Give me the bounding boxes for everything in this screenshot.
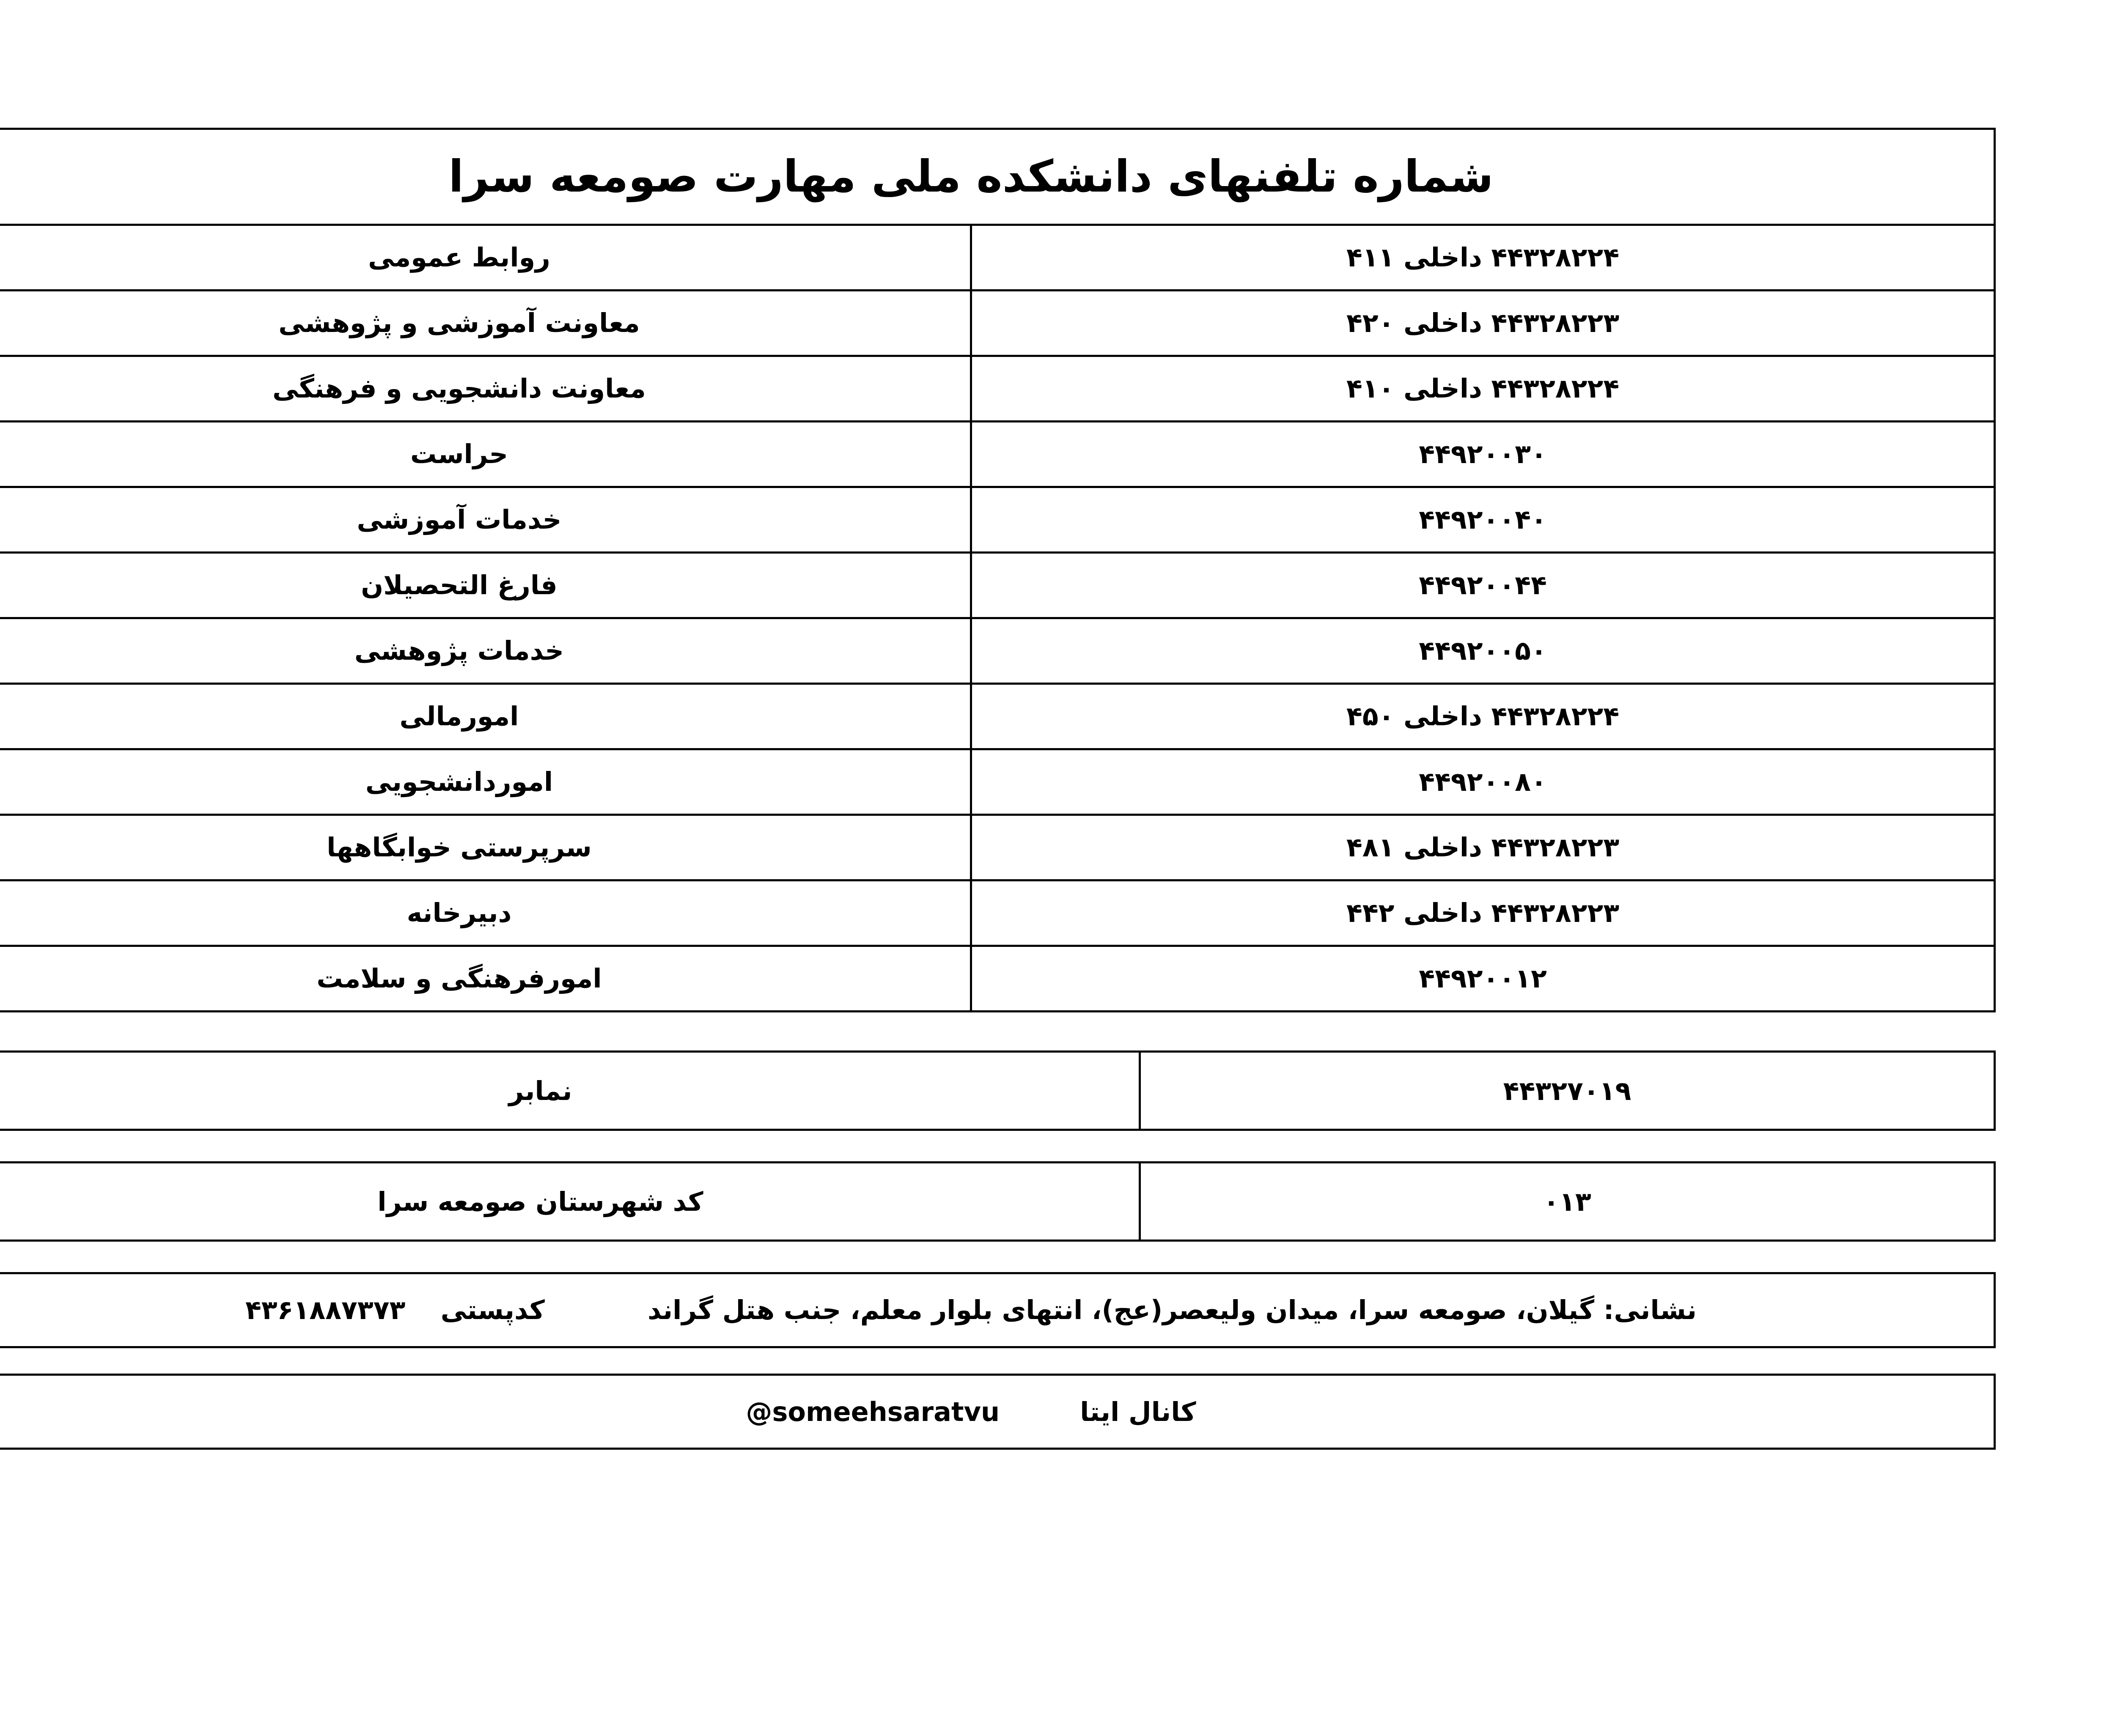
table-row: ۴۴۹۲۰۰۵۰ خدمات پژوهشی — [0, 617, 1996, 685]
unit-label-cultural-health-affairs: امورفرهنگی و سلامت — [0, 945, 972, 1012]
area-code-table: ۰۱۳ کد شهرستان صومعه سرا — [0, 1161, 1996, 1242]
unit-label-financial-affairs: امورمالی — [0, 683, 972, 750]
phone-value-public-relations: ۴۴۳۲۸۲۲۴ داخلی ۴۱۱ — [970, 224, 1996, 291]
address-text: نشانی: گیلان، صومعه سرا، میدان ولیعصر(عج… — [648, 1294, 1697, 1325]
unit-label-student-affairs: اموردانشجویی — [0, 748, 972, 816]
unit-label-education-research-deputy: معاونت آموزشی و پژوهشی — [0, 289, 972, 357]
channel-label: کانال ایتا — [1080, 1396, 1196, 1427]
postal-code-label: کدپستی — [440, 1294, 545, 1325]
phone-value-cultural-health-affairs: ۴۴۹۲۰۰۱۲ — [970, 945, 1996, 1012]
area-code-value: ۰۱۳ — [1139, 1161, 1996, 1242]
address-table: نشانی: گیلان، صومعه سرا، میدان ولیعصر(عج… — [0, 1272, 1996, 1348]
phone-value-educational-services: ۴۴۹۲۰۰۴۰ — [970, 486, 1996, 554]
table-row: نشانی: گیلان، صومعه سرا، میدان ولیعصر(عج… — [0, 1272, 1996, 1348]
section-gap — [0, 1012, 1996, 1050]
unit-label-research-services: خدمات پژوهشی — [0, 617, 972, 685]
phone-value-security: ۴۴۹۲۰۰۳۰ — [970, 420, 1996, 488]
table-row: ۴۴۹۲۰۰۳۰ حراست — [0, 420, 1996, 488]
section-gap — [0, 1348, 1996, 1374]
table-row: ۴۴۹۲۰۰۴۰ خدمات آموزشی — [0, 486, 1996, 554]
address-cell: نشانی: گیلان، صومعه سرا، میدان ولیعصر(عج… — [0, 1272, 1996, 1348]
phone-value-student-affairs: ۴۴۹۲۰۰۸۰ — [970, 748, 1996, 816]
section-gap — [0, 1131, 1996, 1161]
table-row: ۴۴۳۲۸۲۲۳ داخلی ۴۲۰ معاونت آموزشی و پژوهش… — [0, 289, 1996, 357]
phone-value-financial-affairs: ۴۴۳۲۸۲۲۴ داخلی ۴۵۰ — [970, 683, 1996, 750]
unit-label-public-relations: روابط عمومی — [0, 224, 972, 291]
phone-value-student-cultural-deputy: ۴۴۳۲۸۲۲۴ داخلی ۴۱۰ — [970, 355, 1996, 422]
table-row: ۴۴۳۲۸۲۲۴ داخلی ۴۱۰ معاونت دانشجویی و فره… — [0, 355, 1996, 422]
fax-label: نمابر — [0, 1050, 1141, 1131]
channel-table: کانال ایتا @someehsaratvu — [0, 1374, 1996, 1450]
eitaa-channel-handle[interactable]: @someehsaratvu — [746, 1396, 1000, 1427]
unit-label-student-cultural-deputy: معاونت دانشجویی و فرهنگی — [0, 355, 972, 422]
channel-cell: کانال ایتا @someehsaratvu — [0, 1374, 1996, 1450]
main-directory-table: شماره تلفنهای دانشکده ملی مهارت صومعه سر… — [0, 128, 1996, 1012]
table-row: کانال ایتا @someehsaratvu — [0, 1374, 1996, 1450]
title-row: شماره تلفنهای دانشکده ملی مهارت صومعه سر… — [0, 128, 1996, 226]
table-row: ۴۴۳۲۸۲۲۴ داخلی ۴۵۰ امورمالی — [0, 683, 1996, 750]
postal-code-value: ۴۳۶۱۸۸۷۳۷۳ — [245, 1294, 406, 1325]
table-row: ۴۴۳۲۷۰۱۹ نمابر — [0, 1050, 1996, 1131]
unit-label-secretariat: دبیرخانه — [0, 879, 972, 947]
unit-label-graduates: فارغ التحصیلان — [0, 551, 972, 619]
unit-label-dormitory-supervision: سرپرستی خوابگاهها — [0, 814, 972, 881]
fax-value: ۴۴۳۲۷۰۱۹ — [1139, 1050, 1996, 1131]
phone-value-secretariat: ۴۴۳۲۸۲۲۳ داخلی ۴۴۲ — [970, 879, 1996, 947]
table-row: ۴۴۳۲۸۲۲۳ داخلی ۴۴۲ دبیرخانه — [0, 879, 1996, 947]
table-row: ۰۱۳ کد شهرستان صومعه سرا — [0, 1161, 1996, 1242]
page-title: شماره تلفنهای دانشکده ملی مهارت صومعه سر… — [0, 128, 1996, 226]
phone-value-education-research-deputy: ۴۴۳۲۸۲۲۳ داخلی ۴۲۰ — [970, 289, 1996, 357]
table-row: ۴۴۳۲۸۲۲۴ داخلی ۴۱۱ روابط عمومی — [0, 224, 1996, 291]
phone-value-graduates: ۴۴۹۲۰۰۴۴ — [970, 551, 1996, 619]
fax-table: ۴۴۳۲۷۰۱۹ نمابر — [0, 1050, 1996, 1131]
phone-value-dormitory-supervision: ۴۴۳۲۸۲۲۳ داخلی ۴۸۱ — [970, 814, 1996, 881]
section-gap — [0, 1242, 1996, 1272]
unit-label-educational-services: خدمات آموزشی — [0, 486, 972, 554]
table-row: ۴۴۹۲۰۰۸۰ اموردانشجویی — [0, 748, 1996, 816]
unit-label-security: حراست — [0, 420, 972, 488]
table-row: ۴۴۹۲۰۰۴۴ فارغ التحصیلان — [0, 551, 1996, 619]
phone-directory-sheet: شماره تلفنهای دانشکده ملی مهارت صومعه سر… — [0, 128, 1996, 1450]
phone-value-research-services: ۴۴۹۲۰۰۵۰ — [970, 617, 1996, 685]
area-code-label: کد شهرستان صومعه سرا — [0, 1161, 1141, 1242]
table-row: ۴۴۳۲۸۲۲۳ داخلی ۴۸۱ سرپرستی خوابگاهها — [0, 814, 1996, 881]
table-row: ۴۴۹۲۰۰۱۲ امورفرهنگی و سلامت — [0, 945, 1996, 1012]
